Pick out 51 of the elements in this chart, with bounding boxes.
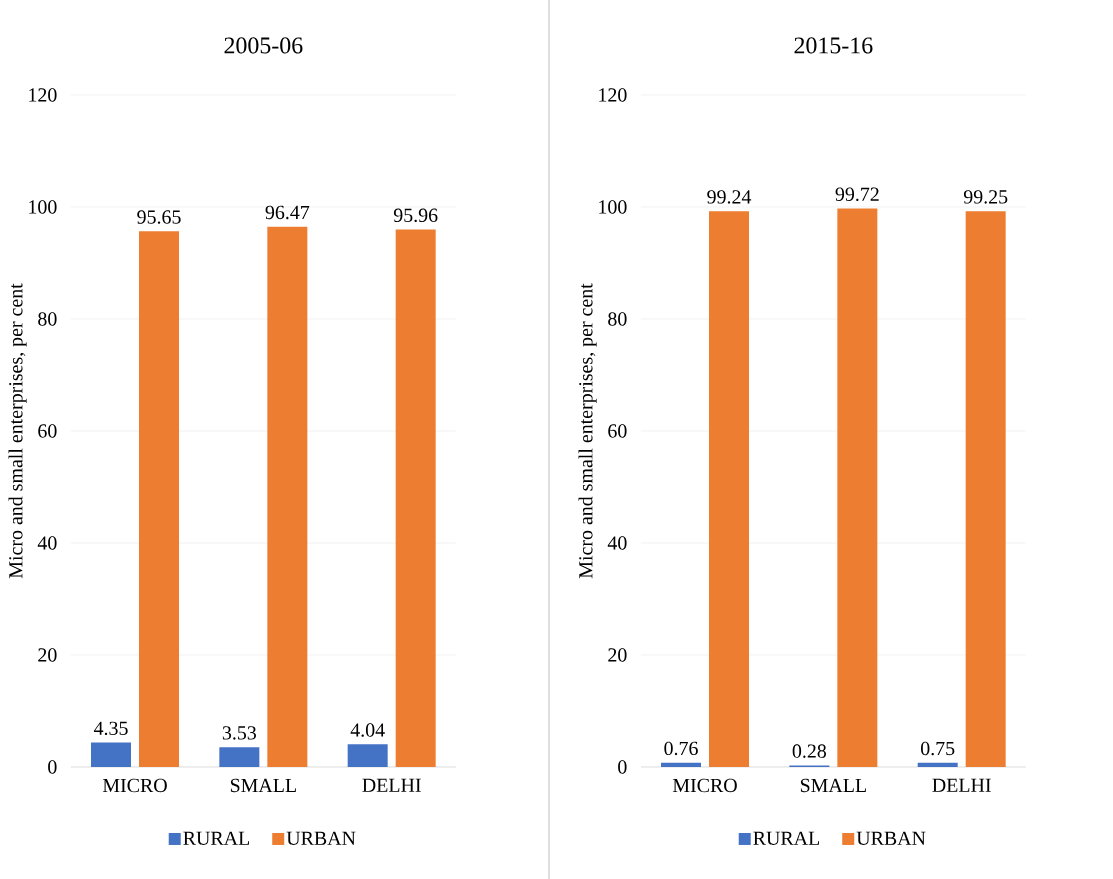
legend-label: RURAL — [753, 831, 820, 845]
bar — [917, 762, 958, 767]
y-tick-label: 60 — [608, 424, 627, 438]
x-tick-label: SMALL — [230, 778, 296, 793]
data-label: 95.96 — [393, 208, 438, 223]
y-tick-label: 0 — [618, 760, 627, 774]
y-tick-label: 100 — [599, 200, 627, 214]
bar — [395, 229, 436, 767]
bar — [267, 226, 308, 767]
data-label: 0.75 — [921, 741, 955, 756]
data-label: 4.35 — [93, 721, 128, 736]
y-tick-label: 40 — [37, 536, 57, 550]
legend-label: URBAN — [856, 831, 926, 845]
data-label: 0.28 — [792, 744, 827, 758]
x-tick-label: MICRO — [672, 778, 737, 793]
x-tick-label: MICRO — [102, 778, 167, 793]
y-tick-label: 20 — [38, 648, 57, 662]
y-tick-label: 120 — [29, 88, 57, 102]
data-label: 96.47 — [265, 205, 310, 220]
bar — [837, 208, 878, 767]
y-tick-label: 80 — [608, 312, 627, 326]
data-label: 99.24 — [707, 190, 752, 204]
y-tick-label: 40 — [607, 536, 627, 550]
bar — [965, 211, 1006, 767]
data-label: 3.53 — [222, 726, 256, 740]
data-label: 99.72 — [835, 187, 879, 202]
legend-label: RURAL — [183, 831, 250, 845]
data-label: 95.65 — [137, 210, 181, 224]
bar — [709, 211, 750, 767]
x-tick-label: SMALL — [800, 778, 866, 793]
y-tick-label: 120 — [599, 88, 627, 102]
y-tick-label: 60 — [38, 424, 57, 438]
x-tick-label: DELHI — [362, 778, 421, 792]
bar — [91, 742, 132, 767]
y-axis-title: Micro and small enterprises, per cent — [8, 283, 27, 579]
bar — [219, 747, 260, 767]
chart-title: 2005-06 — [224, 37, 303, 54]
y-tick-label: 100 — [29, 200, 57, 214]
x-tick-label: DELHI — [932, 778, 991, 792]
bar — [139, 231, 180, 767]
y-tick-label: 80 — [38, 312, 57, 326]
bar — [347, 744, 388, 767]
data-label: 0.76 — [664, 741, 698, 756]
legend-label: URBAN — [286, 831, 356, 845]
y-tick-label: 0 — [48, 760, 57, 774]
chart-title: 2015-16 — [794, 37, 873, 54]
data-label: 99.25 — [963, 190, 1008, 204]
y-axis-title: Micro and small enterprises, per cent — [578, 283, 597, 579]
bar — [661, 762, 702, 767]
data-label: 4.04 — [350, 723, 385, 737]
y-tick-label: 20 — [608, 648, 627, 662]
